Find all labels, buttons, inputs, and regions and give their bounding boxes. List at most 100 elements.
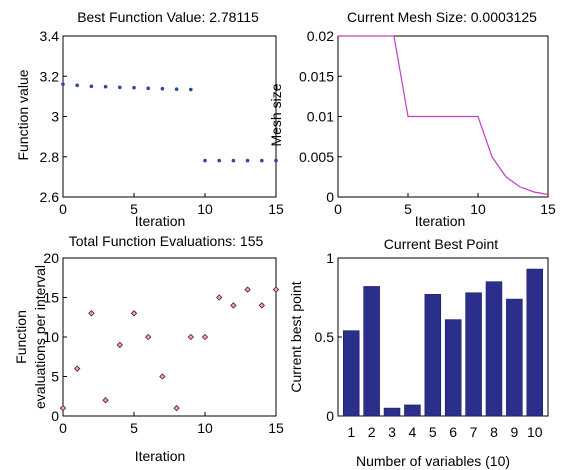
- y-tick-label: 0: [326, 189, 334, 205]
- data-point: [189, 87, 193, 92]
- data-point: [245, 158, 250, 163]
- x-tick-label: 10: [197, 201, 213, 217]
- plot-frame: [62, 257, 277, 417]
- data-point: [231, 158, 236, 163]
- x-tick-label: 1: [347, 424, 355, 440]
- data-point: [88, 310, 95, 317]
- y-axis-label: Function value: [15, 69, 31, 160]
- data-point: [260, 158, 264, 163]
- bar: [363, 286, 380, 417]
- plot-frame: [62, 35, 277, 198]
- data-point: [59, 404, 67, 412]
- y-tick-label: 3: [51, 109, 59, 125]
- y-axis-label-line1: Function: [13, 310, 29, 364]
- chart-title: Total Function Evaluations: 155: [69, 233, 264, 249]
- y-tick-label: 2.6: [40, 189, 60, 205]
- x-tick-label: 15: [268, 420, 284, 436]
- x-axis-label: Iteration: [135, 448, 186, 464]
- x-tick-label: 8: [490, 424, 498, 440]
- bar: [485, 281, 503, 417]
- data-point: [159, 373, 166, 380]
- data-point: [216, 294, 223, 301]
- data-point: [230, 302, 237, 309]
- bar: [465, 292, 482, 417]
- bar: [383, 407, 401, 417]
- bar: [444, 319, 462, 417]
- x-tick-label: 5: [429, 424, 437, 440]
- data-point: [203, 158, 207, 163]
- x-axis-label: Iteration: [415, 213, 466, 229]
- data-point: [61, 82, 65, 87]
- data-point: [146, 86, 150, 91]
- x-tick-label: 3: [388, 424, 396, 440]
- bar: [404, 404, 421, 417]
- data-point: [160, 86, 165, 91]
- y-tick-label: 3.2: [40, 68, 60, 84]
- x-tick-label: 4: [409, 424, 417, 440]
- data-point: [132, 85, 136, 90]
- panel-best-function-value: Best Function Value: 2.78115 Iteration F…: [15, 9, 284, 229]
- data-point: [244, 286, 251, 293]
- x-tick-label: 15: [268, 201, 284, 217]
- bar: [526, 268, 543, 417]
- x-tick-label: 9: [510, 424, 518, 440]
- x-tick-label: 15: [540, 201, 556, 217]
- y-tick-label: 0: [51, 408, 59, 424]
- x-tick-label: 7: [470, 424, 478, 440]
- x-axis-label: Iteration: [135, 213, 186, 229]
- data-point: [145, 333, 152, 341]
- data-point: [187, 333, 194, 341]
- data-point: [118, 85, 122, 90]
- data-point: [174, 87, 179, 91]
- y-tick-label: 3.4: [40, 28, 60, 44]
- chart-title: Current Mesh Size: 0.0003125: [347, 9, 537, 25]
- y-axis-label: Mesh size: [268, 83, 284, 146]
- x-tick-label: 0: [59, 420, 67, 436]
- x-tick-label: 10: [197, 420, 213, 436]
- x-tick-label: 10: [470, 201, 486, 217]
- data-point: [173, 404, 180, 412]
- data-point: [272, 286, 280, 293]
- data-point: [74, 365, 81, 372]
- x-tick-label: 6: [449, 424, 457, 440]
- y-tick-label: 0.02: [307, 28, 334, 44]
- y-tick-label: 15: [43, 290, 59, 306]
- y-tick-label: 1: [326, 250, 334, 266]
- series-line: [338, 35, 549, 196]
- x-tick-label: 2: [368, 424, 376, 440]
- y-tick-label: 10: [43, 329, 59, 345]
- x-tick-label: 5: [404, 201, 412, 217]
- y-tick-label: 0.015: [299, 68, 334, 84]
- y-tick-label: 0: [326, 408, 334, 424]
- bar: [343, 330, 360, 417]
- bar: [424, 294, 442, 417]
- data-point: [217, 158, 221, 163]
- bar: [506, 298, 523, 417]
- data-point: [116, 341, 123, 349]
- data-point: [103, 84, 108, 89]
- x-tick-label: 0: [59, 201, 67, 217]
- panel-mesh-size: Current Mesh Size: 0.0003125 Iteration M…: [268, 9, 556, 229]
- x-tick-label: 5: [130, 420, 138, 436]
- data-point: [102, 397, 109, 404]
- y-tick-label: 0.005: [299, 149, 334, 165]
- x-tick-label: 0: [334, 201, 342, 217]
- x-axis-label: Number of variables (10): [356, 453, 510, 469]
- y-tick-label: 20: [43, 250, 59, 266]
- x-tick-label: 10: [527, 424, 543, 440]
- panel-current-best-point: Current Best Point Number of variables (…: [288, 236, 549, 469]
- y-tick-label: 0.5: [315, 329, 335, 345]
- panel-function-evaluations: Total Function Evaluations: 155 Iteratio…: [13, 233, 284, 464]
- data-point: [89, 84, 94, 89]
- data-point: [201, 333, 209, 341]
- chart-title: Best Function Value: 2.78115: [77, 9, 259, 25]
- y-tick-label: 2.8: [40, 149, 60, 165]
- data-point: [274, 158, 278, 163]
- data-point: [75, 83, 79, 88]
- y-tick-label: 0.01: [307, 109, 334, 125]
- chart-title: Current Best Point: [384, 236, 498, 252]
- y-tick-label: 5: [51, 369, 59, 385]
- y-axis-label: Current best point: [288, 281, 304, 392]
- data-point: [130, 310, 138, 317]
